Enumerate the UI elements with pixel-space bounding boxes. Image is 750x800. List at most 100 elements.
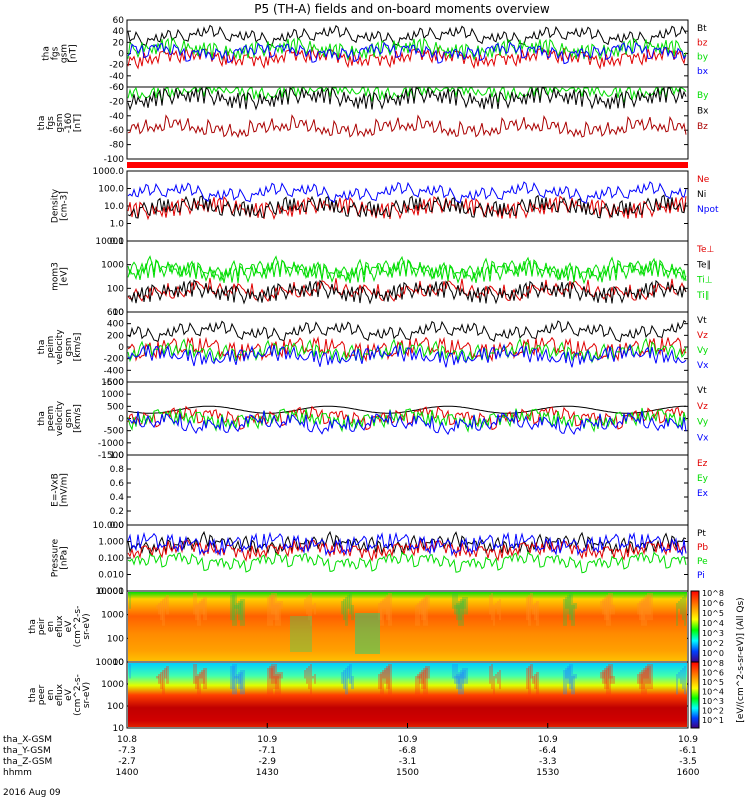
spectrogram-streak [164, 668, 167, 679]
spectrogram-streak [647, 593, 653, 621]
spectrogram-streak [536, 601, 539, 626]
spectrogram-streak [491, 593, 493, 621]
spectrogram-streak [234, 605, 239, 609]
y-tick-label: -80 [109, 141, 124, 151]
spectrogram-streak [306, 668, 308, 684]
spectrogram-streak [495, 603, 497, 609]
spectrogram-streak [608, 664, 613, 679]
spectrogram-streak [573, 674, 577, 679]
spectrogram-streak [526, 668, 529, 690]
spectrogram-streak [602, 670, 607, 684]
spectrogram-streak [304, 670, 306, 679]
spectrogram-streak [314, 674, 316, 684]
series-Vt [127, 405, 686, 414]
spectrogram-streak [203, 668, 207, 690]
spectrogram-streak [382, 670, 386, 679]
x-row-label: tha_X-GSM [3, 735, 52, 745]
spectrogram-streak [378, 603, 382, 621]
spectrogram-streak [526, 597, 529, 621]
spectrogram-streak [197, 603, 201, 626]
y-tick-label: -60 [109, 83, 124, 93]
colorbar-tick-label: 10^5 [702, 609, 724, 618]
x-tick-label: 1400 [116, 768, 139, 778]
spectrogram-streak [312, 605, 314, 609]
y-axis-label: fgs [46, 116, 56, 130]
y-axis-label: velocity [55, 400, 65, 436]
y-tick-label: 1000 [101, 390, 124, 400]
legend-by: by [697, 53, 709, 63]
colorbar-tick-label: 10^5 [702, 678, 724, 687]
y-tick-label: -400 [104, 366, 125, 376]
spectrogram-streak [571, 676, 575, 695]
legend-Vz: Vz [697, 331, 708, 341]
y-tick-label: 10 [113, 724, 125, 734]
legend-Bt: Bt [697, 24, 707, 34]
spectrogram-streak [232, 664, 237, 695]
y-tick-label: -40 [109, 112, 124, 122]
spectrogram-streak [380, 601, 384, 626]
y-tick-label: 0.2 [110, 507, 124, 517]
y-tick-label: 600 [107, 308, 124, 318]
spectrogram-streak [199, 601, 203, 609]
spectrogram-streak [162, 670, 165, 695]
spectrogram-streak [347, 666, 350, 679]
spectrogram-streak [380, 672, 384, 695]
legend-Ex: Ex [697, 489, 709, 499]
spectrogram-streak [684, 595, 686, 626]
x-tick-label: -3.3 [539, 757, 557, 767]
spectrogram-streak [275, 674, 281, 695]
y-axis-label: gsm [64, 409, 74, 428]
spectrogram-streak [314, 603, 316, 615]
spectrogram-streak [347, 595, 350, 609]
y-tick-label: -200 [104, 355, 125, 365]
series-By [127, 86, 687, 103]
y-tick-label: -20 [109, 61, 124, 71]
y-axis-label: E=-VxB [51, 473, 61, 507]
spectrogram-streak [238, 672, 243, 690]
y-tick-label: -1500 [98, 451, 124, 461]
y-axis-label: tha [42, 46, 52, 61]
spectrogram-streak [343, 599, 346, 621]
spectrogram-streak [201, 670, 205, 684]
y-axis-label: [eV] [60, 267, 70, 286]
y-axis-label: tha [37, 340, 47, 355]
y-tick-label: 1000 [101, 261, 124, 271]
spectrogram-streak [567, 595, 571, 615]
y-tick-label: 1000 [101, 611, 124, 621]
spectrogram-streak [351, 605, 354, 621]
y-tick-label: -20 [109, 97, 124, 107]
legend-Bz: Bz [697, 122, 708, 132]
legend-Ey: Ey [697, 474, 709, 484]
spectrogram-streak [419, 601, 424, 615]
spectrogram-streak [129, 593, 131, 609]
spectrogram-streak [563, 670, 567, 695]
spectrogram-streak [267, 668, 273, 695]
spectrogram-streak [643, 668, 649, 679]
y-tick-label: -100 [104, 155, 125, 165]
spectrogram-streak [491, 664, 493, 690]
spectrogram-streak [166, 666, 169, 684]
series-bz [127, 46, 687, 70]
y-axis-label: (cm^2-s- [73, 606, 83, 648]
spectrogram-streak [273, 676, 279, 690]
spectrogram-streak [678, 672, 680, 679]
x-tick-label: -6.1 [679, 746, 697, 756]
spectrogram-streak [489, 595, 491, 615]
spectrogram-streak [234, 676, 239, 679]
spectrogram-streak [349, 664, 352, 684]
y-axis-label: en [46, 689, 56, 700]
spectrogram-streak [610, 605, 615, 615]
colorbar-label: [eV/(cm^2-s-sr-eV)] (All Qs) [736, 597, 746, 722]
spectrogram-streak [676, 603, 678, 626]
series-Vt [127, 319, 687, 343]
spectrogram-streak [162, 599, 165, 626]
spectrogram-streak [493, 676, 495, 695]
colorbar-tick-label: 10^4 [702, 688, 724, 697]
x-tick-label: -6.4 [539, 746, 557, 756]
y-tick-label: 100 [107, 634, 124, 644]
spectrogram-streak [497, 601, 499, 615]
spectrogram-streak [460, 599, 466, 609]
x-tick-label: 10.9 [257, 735, 277, 745]
panel-frame [126, 454, 689, 526]
spectrogram-streak [312, 676, 314, 679]
